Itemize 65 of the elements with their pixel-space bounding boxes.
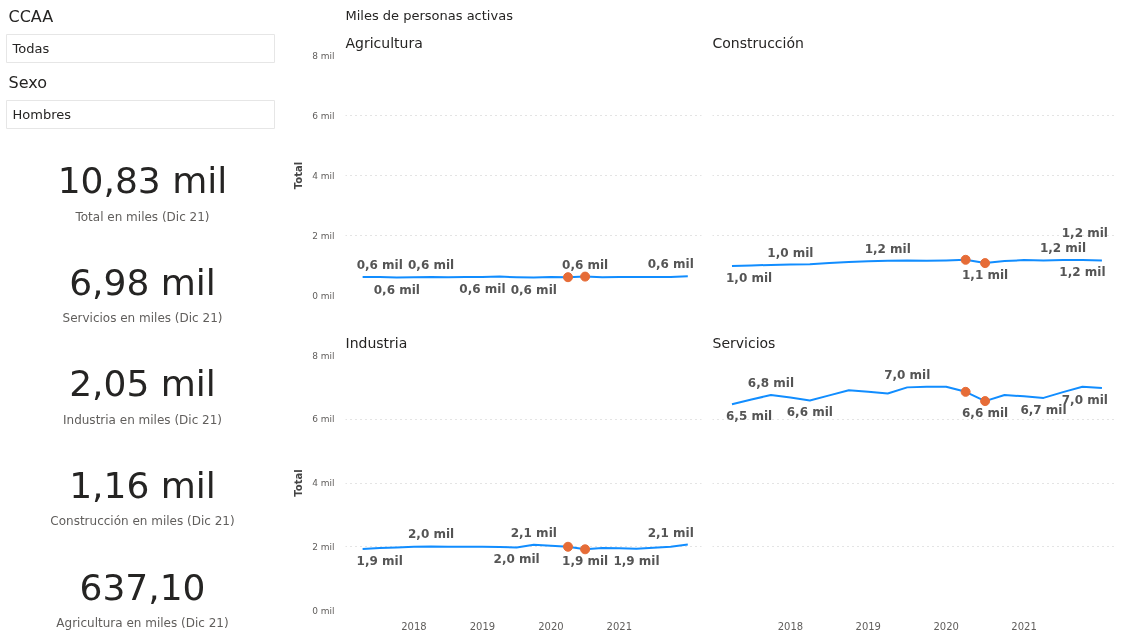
data-label: 1,2 mil	[1039, 241, 1087, 256]
x-tick-label: 2020	[933, 620, 959, 632]
data-label: 6,5 mil	[725, 409, 773, 424]
data-label: 6,6 mil	[786, 405, 833, 420]
text: Construcción en miles (Dic 21)	[50, 514, 235, 528]
chart-title: Servicios	[712, 334, 776, 351]
data-label: 6,8 mil	[747, 376, 794, 391]
y-axis-title: Total	[293, 469, 305, 497]
data-label: 6,6 mil	[962, 406, 1009, 421]
text: Miles de personas activas	[345, 7, 514, 23]
y-tick-label: 4 mil	[312, 170, 335, 181]
data-label: 2,0 mil	[407, 527, 455, 542]
data-label: 0,6 mil	[407, 257, 455, 272]
x-tick-label: 2020	[538, 620, 564, 632]
y-tick-label: 8 mil	[312, 350, 335, 361]
data-label: 1,2 mil	[1059, 265, 1106, 280]
y-tick-label: 6 mil	[312, 110, 335, 121]
data-label: 1,9 mil	[562, 554, 609, 569]
text: 1,16 mil	[69, 464, 216, 506]
x-tick-label: 2018	[777, 620, 804, 632]
data-label: 0,6 mil	[356, 257, 403, 272]
data-label: 2,0 mil	[493, 552, 540, 567]
x-tick-label: 2019	[469, 620, 496, 632]
y-tick-label: 4 mil	[312, 478, 335, 488]
x-tick-label: 2021	[606, 620, 633, 632]
text: Agricultura en miles (Dic 21)	[56, 615, 229, 630]
text: Todas	[11, 41, 50, 56]
data-label: 1,9 mil	[356, 553, 403, 568]
text: CCAA	[8, 7, 54, 26]
y-tick-label: 6 mil	[312, 414, 335, 425]
text: Sexo	[8, 73, 47, 92]
text: 637,10	[79, 566, 206, 608]
data-label: 0,6 mil	[459, 281, 506, 296]
y-tick-label: 2 mil	[312, 541, 335, 552]
x-tick-label: 2021	[1011, 620, 1037, 632]
data-label: 2,1 mil	[510, 525, 557, 540]
y-tick-label: 0 mil	[312, 605, 335, 616]
x-tick-label: 2019	[855, 620, 881, 632]
data-label: 0,6 mil	[510, 282, 557, 297]
x-tick-label: 2018	[401, 620, 427, 632]
data-label: 0,6 mil	[373, 282, 420, 297]
data-label: 7,0 mil	[884, 368, 931, 383]
chart-title: Industria	[345, 334, 408, 351]
data-label: 1,1 mil	[962, 268, 1009, 283]
text: Total en miles (Dic 21)	[74, 209, 210, 224]
y-axis-title: Total	[293, 161, 305, 190]
data-label: 0,6 mil	[562, 257, 609, 272]
y-tick-label: 8 mil	[312, 50, 335, 61]
data-label: 1,0 mil	[767, 245, 814, 260]
text: 2,05 mil	[69, 363, 216, 404]
text: Servicios en miles (Dic 21)	[62, 311, 223, 325]
y-tick-label: 2 mil	[312, 230, 335, 241]
text: Hombres	[12, 107, 72, 122]
data-label: 0,6 mil	[647, 257, 694, 272]
chart-title: Agricultura	[345, 34, 423, 51]
chart-title: Construcción	[712, 34, 804, 51]
data-label: 2,1 mil	[647, 525, 694, 540]
text: 6,98 mil	[69, 261, 216, 303]
data-label: 1,2 mil	[864, 241, 911, 256]
data-label: 1,2 mil	[1061, 226, 1108, 241]
data-label: 1,0 mil	[725, 271, 773, 286]
text: Industria en miles (Dic 21)	[63, 412, 223, 427]
data-label: 1,9 mil	[613, 553, 660, 568]
text: 10,83 mil	[57, 160, 228, 201]
y-tick-label: 0 mil	[312, 290, 335, 301]
